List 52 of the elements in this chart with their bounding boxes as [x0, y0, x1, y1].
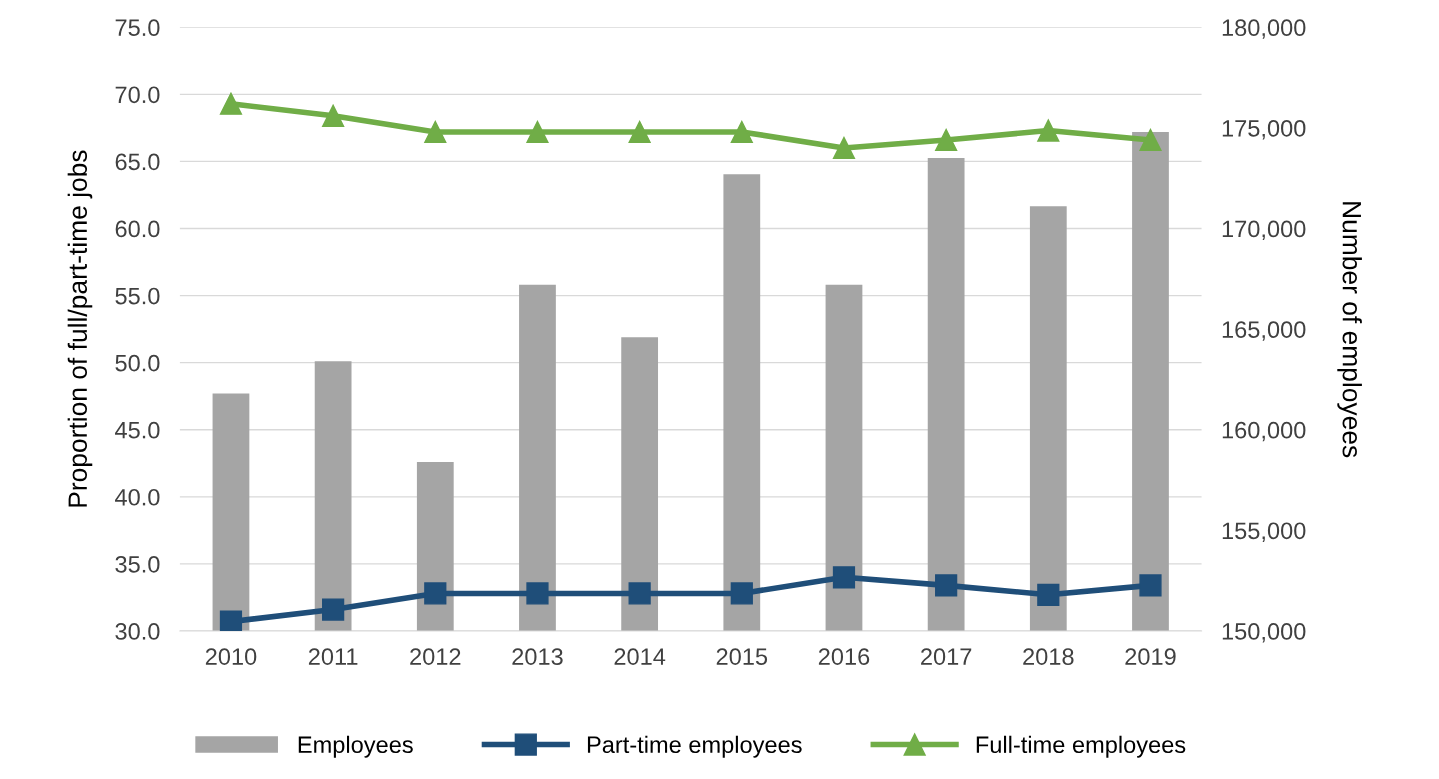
point [730, 582, 753, 605]
point [322, 104, 345, 127]
point [832, 566, 856, 589]
y2-tick-label: 165,000 [1222, 321, 1306, 341]
point [935, 128, 958, 152]
point [628, 120, 651, 144]
y2-tick-label: 170,000 [1222, 220, 1306, 241]
y2-tick-label: 175,000 [1222, 119, 1306, 140]
y-tick-label: 50.0 [115, 354, 160, 372]
y-tick-label: 30.0 [115, 623, 160, 640]
y2-tick-label: 180,000 [1222, 19, 1306, 39]
y-tick-label: 65.0 [115, 153, 160, 171]
point [219, 92, 243, 115]
point [424, 120, 447, 144]
x-tick-label: 2018 [1023, 648, 1074, 665]
x-tick-label: 2014 [614, 648, 666, 665]
point [935, 574, 958, 597]
point [832, 136, 856, 160]
point [322, 598, 345, 621]
y-tick-label: 40.0 [115, 488, 160, 506]
x-tick-label: 2017 [921, 648, 972, 665]
y2-tick-label: 150,000 [1222, 623, 1306, 643]
x-tick-label: 2010 [205, 648, 257, 665]
point [628, 582, 651, 605]
x-tick-label: 2016 [818, 648, 870, 665]
y-tick-label: 55.0 [115, 287, 160, 305]
y2-tick-label: 160,000 [1222, 421, 1306, 442]
point [526, 582, 549, 605]
point [1037, 583, 1060, 606]
y-tick-label: 45.0 [115, 421, 160, 439]
x-tick-label: 2011 [308, 648, 358, 665]
point [730, 120, 753, 144]
legend-label: Employees [298, 735, 413, 758]
legend-label: Part-time employees [587, 735, 802, 758]
point [526, 120, 549, 144]
y-tick-label: 75.0 [115, 19, 160, 37]
y-axis-title: Proportion of full/part-time jobs [67, 150, 93, 507]
x-tick-label: 2019 [1125, 648, 1176, 665]
x-tick-label: 2012 [410, 648, 461, 665]
point [424, 582, 447, 605]
x-tick-label: 2013 [512, 648, 563, 665]
x-tick-label: 2015 [716, 648, 768, 665]
y2-axis-title: Number of employees [1337, 202, 1362, 458]
point [1037, 119, 1060, 142]
y-tick-label: 35.0 [115, 555, 160, 573]
point [1139, 128, 1162, 152]
point [1139, 574, 1162, 597]
y-tick-label: 70.0 [115, 86, 160, 104]
point [219, 610, 243, 631]
legend-label: Full-time employees [976, 735, 1186, 758]
y-tick-label: 60.0 [115, 220, 160, 238]
y2-tick-label: 155,000 [1222, 522, 1306, 542]
